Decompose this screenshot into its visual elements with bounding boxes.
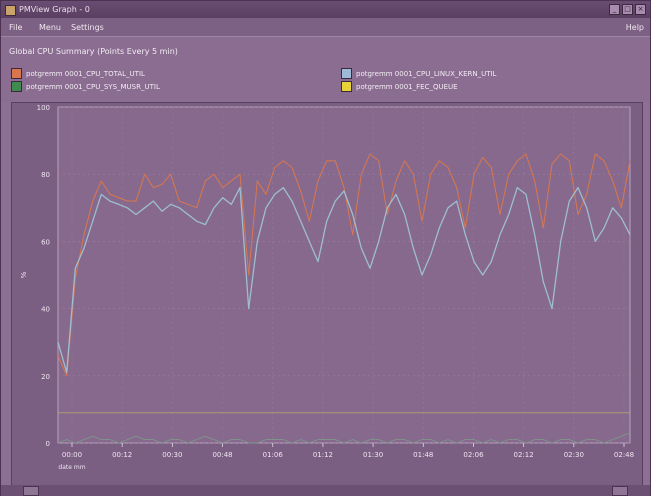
legend-swatch (11, 81, 22, 92)
menu-settings[interactable]: Settings (71, 23, 104, 32)
menu-bar: File Menu Settings Help (1, 18, 650, 36)
chart-area[interactable]: 0 20 40 60 80 100 00:00 00:12 00:30 00:48 01:06 01:… (11, 102, 643, 487)
legend-item-total[interactable]: potgremm 0001_CPU_TOTAL_UTIL (11, 68, 145, 79)
y-tick-label: 0 (46, 440, 50, 448)
x-tick-label: 00:00 (62, 451, 82, 459)
x-tick-label: 00:12 (112, 451, 132, 459)
status-bar (1, 485, 650, 496)
x-tick-label: 02:12 (514, 451, 534, 459)
y-axis-label: % (20, 271, 28, 278)
x-tick-label: 01:48 (413, 451, 433, 459)
legend-label: potgremm 0001_CPU_TOTAL_UTIL (26, 69, 145, 78)
x-tick-label: 02:30 (564, 451, 584, 459)
window-title: PMView Graph - 0 (19, 5, 90, 14)
legend-item-fec[interactable]: potgremm 0001_FEC_QUEUE (341, 81, 458, 92)
y-tick-label: 40 (41, 306, 50, 314)
title-bar[interactable]: PMView Graph - 0 _ □ × (1, 1, 650, 18)
x-tick-label: 02:48 (614, 451, 634, 459)
menu-help[interactable]: Help (625, 23, 644, 32)
minimize-button[interactable]: _ (609, 4, 620, 15)
close-button[interactable]: × (635, 4, 646, 15)
y-tick-label: 60 (41, 238, 50, 246)
series-line-sys-musr-util (57, 432, 631, 444)
x-date-label: date mm (58, 464, 85, 471)
legend-item-sys[interactable]: potgremm 0001_CPU_SYS_MUSR_UTIL (11, 81, 160, 92)
scroll-right-handle[interactable] (612, 486, 628, 496)
maximize-button[interactable]: □ (622, 4, 633, 15)
legend-swatch (11, 68, 22, 79)
legend-label: potgremm 0001_CPU_SYS_MUSR_UTIL (26, 82, 160, 91)
legend-swatch (341, 68, 352, 79)
app-icon (5, 5, 16, 16)
legend-item-kern[interactable]: potgremm 0001_CPU_LINUX_KERN_UTIL (341, 68, 496, 79)
x-tick-label: 00:48 (212, 451, 232, 459)
plot-background (57, 106, 631, 444)
menu-file[interactable]: File (9, 23, 23, 32)
graph-title: Global CPU Summary (Points Every 5 min) (9, 47, 178, 56)
scroll-left-handle[interactable] (23, 486, 39, 496)
x-tick-label: 01:06 (263, 451, 284, 459)
x-tick-label: 02:06 (463, 451, 484, 459)
y-tick-label: 20 (41, 373, 50, 381)
y-tick-label: 80 (41, 171, 50, 179)
menu-menu[interactable]: Menu (39, 23, 61, 32)
x-tick-label: 00:30 (162, 451, 182, 459)
legend-label: potgremm 0001_FEC_QUEUE (356, 82, 458, 91)
legend-label: potgremm 0001_CPU_LINUX_KERN_UTIL (356, 69, 497, 78)
x-tick-label: 01:12 (313, 451, 333, 459)
y-tick-label: 100 (37, 104, 50, 112)
series-line-linux-kern-util (57, 186, 631, 374)
line-chart: 0 20 40 60 80 100 00:00 00:12 00:30 00:48 01:06 01:… (20, 104, 634, 471)
series-line-total-util (57, 153, 631, 377)
legend-swatch (341, 81, 352, 92)
graph-header: Global CPU Summary (Points Every 5 min) … (1, 36, 650, 102)
x-tick-label: 01:30 (363, 451, 383, 459)
